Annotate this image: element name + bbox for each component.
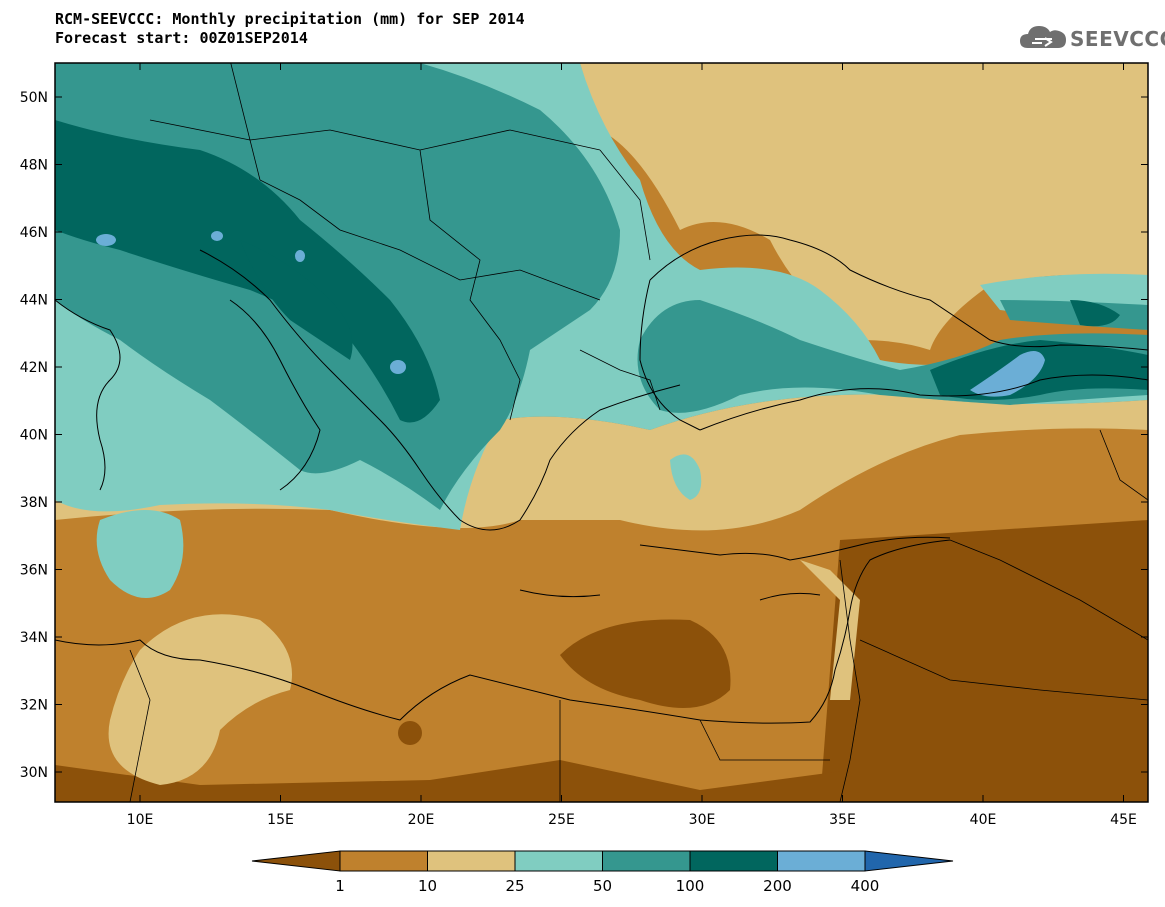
seevccc-logo: SEEVCCC [1018, 18, 1165, 58]
logo-text: SEEVCCC [1070, 27, 1165, 51]
latitude-axis: 50N 48N 46N 44N 42N 40N 38N 36N 34N 32N 30N [20, 90, 1148, 781]
colorbar: 1 10 25 50 100 200 400 [251, 850, 954, 895]
precipitation-field [55, 63, 1148, 802]
lon-tick-label: 30E [689, 812, 716, 828]
lon-tick-label: 20E [408, 812, 435, 828]
lon-tick-label: 35E [829, 812, 856, 828]
colorbar-label: 1 [335, 877, 345, 895]
forecast-start-label: Forecast start: 00Z01SEP2014 [55, 29, 308, 47]
lat-tick-label: 34N [20, 630, 48, 646]
coastlines [55, 234, 1148, 724]
cloud-icon [1020, 26, 1066, 48]
colorbar-segment [864, 850, 954, 872]
colorbar-segment [689, 850, 778, 872]
colorbar-label: 400 [851, 877, 880, 895]
colorbar-segment [777, 850, 866, 872]
lat-tick-label: 30N [20, 765, 48, 781]
colorbar-segment [339, 850, 428, 872]
national-borders [129, 63, 1148, 802]
lat-tick-label: 36N [20, 563, 48, 579]
lat-tick-label: 40N [20, 428, 48, 444]
lat-tick-label: 46N [20, 225, 48, 241]
lat-tick-label: 38N [20, 495, 48, 511]
lon-tick-label: 45E [1110, 812, 1137, 828]
colorbar-label: 100 [676, 877, 705, 895]
lat-tick-label: 44N [20, 293, 48, 309]
lat-tick-label: 50N [20, 90, 48, 106]
plot-frame [54, 62, 1149, 803]
map-title: RCM-SEEVCCC: Monthly precipitation (mm) … [55, 10, 525, 28]
lat-tick-label: 42N [20, 360, 48, 376]
colorbar-label: 50 [593, 877, 612, 895]
colorbar-label: 200 [763, 877, 792, 895]
lon-tick-label: 10E [127, 812, 154, 828]
colorbar-segment [602, 850, 691, 872]
colorbar-segment [514, 850, 603, 872]
colorbar-segment [251, 850, 341, 872]
lat-tick-label: 32N [20, 698, 48, 714]
lat-tick-label: 48N [20, 158, 48, 174]
colorbar-segment [427, 850, 516, 872]
lon-tick-label: 15E [267, 812, 294, 828]
colorbar-label: 25 [505, 877, 524, 895]
lon-tick-label: 25E [548, 812, 575, 828]
lon-tick-label: 40E [970, 812, 997, 828]
longitude-axis: 10E 15E 20E 25E 30E 35E 40E 45E [127, 63, 1137, 828]
colorbar-label: 10 [418, 877, 437, 895]
